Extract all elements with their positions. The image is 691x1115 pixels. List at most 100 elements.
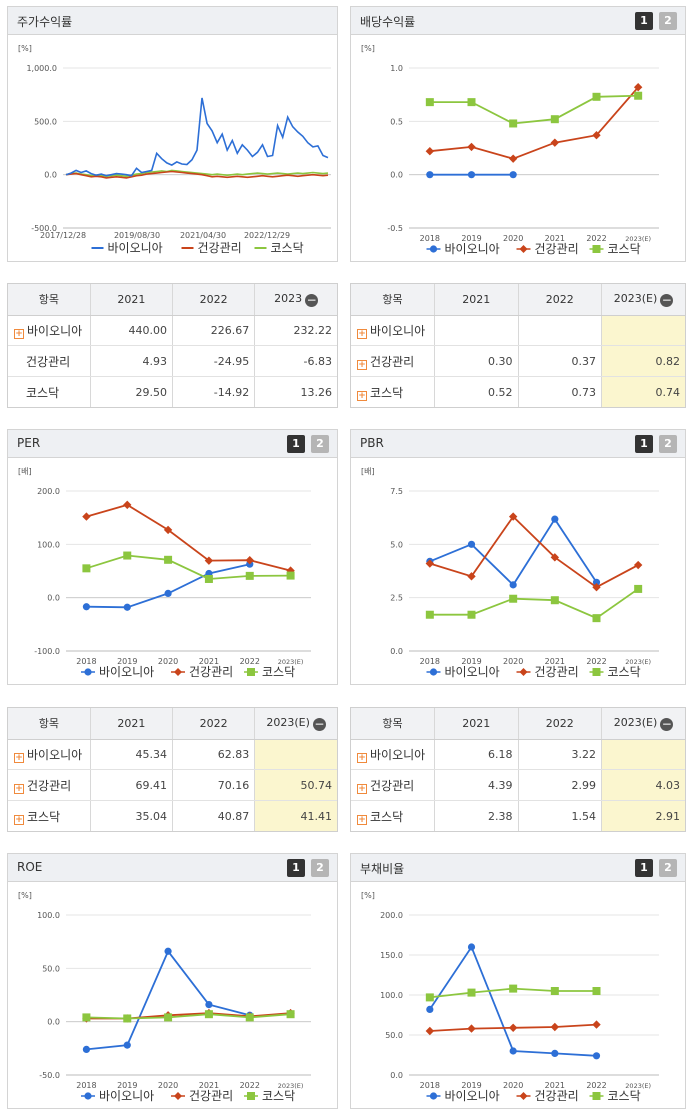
table-pbr: 항목 2021 2022 2023(E) − + 바이오니아 6.18 3.22 + 건강관리 4.3… [350, 707, 686, 832]
table-row: + 바이오니아 45.34 62.83 [8, 739, 337, 771]
y-tick-label: -500.0 [31, 224, 57, 233]
table-cell: 50.74 [254, 769, 337, 802]
series-line [65, 169, 329, 178]
series-line [429, 515, 639, 589]
data-point [164, 555, 173, 564]
x-tick-label: 2018 [76, 1081, 96, 1090]
table-cell: 1.54 [518, 800, 602, 831]
x-tick-label: 2020 [503, 657, 523, 666]
panel-title: PBR [360, 436, 384, 450]
legend-label: 건강관리 [535, 665, 579, 679]
tab-1[interactable]: 1 [635, 435, 653, 453]
data-point [286, 571, 295, 580]
data-point [550, 1022, 560, 1032]
tab-2[interactable]: 2 [659, 12, 677, 30]
table-header: 2021 [90, 708, 174, 740]
table-cell: 40.87 [172, 800, 256, 831]
expand-plus-icon[interactable]: + [14, 814, 24, 825]
expand-plus-icon[interactable]: + [357, 328, 367, 339]
expand-plus-icon[interactable]: + [357, 752, 367, 763]
expand-plus-icon[interactable]: + [357, 390, 367, 401]
expand-plus-icon[interactable]: + [14, 752, 24, 763]
x-tick-label: 2019 [461, 1081, 481, 1090]
roe-chart: [%] 100.0 50.0 0.0 -50.0 2018 2019 2020 2021 2022… [18, 891, 311, 1103]
collapse-minus-icon[interactable]: − [305, 292, 319, 307]
tab-2[interactable]: 2 [659, 435, 677, 453]
tab-1[interactable]: 1 [287, 859, 305, 877]
tab-2[interactable]: 2 [311, 859, 329, 877]
panel-title: 주가수익률 [17, 15, 73, 29]
data-point [467, 171, 476, 179]
y-tick-label: 200.0 [37, 487, 60, 496]
data-point [82, 603, 91, 611]
table-row: + 코스닥 0.52 0.73 0.74 [351, 376, 685, 407]
expand-plus-icon[interactable]: + [357, 783, 367, 794]
x-tick-label: 2017/12/28 [40, 231, 86, 240]
legend-item: 바이오니아 [426, 242, 500, 256]
data-point [204, 1010, 213, 1019]
data-point [426, 1005, 434, 1013]
data-point [123, 500, 132, 510]
table-cell: 62.83 [172, 739, 256, 771]
table-cell: 2.91 [601, 800, 685, 831]
series-line [86, 554, 291, 580]
data-point [592, 583, 601, 592]
x-tick-label: 2023(E) [278, 658, 304, 666]
data-point [550, 553, 560, 562]
table-cell: 3.22 [518, 739, 602, 771]
table-cell: 0.37 [518, 345, 602, 378]
table-cell: 69.41 [90, 769, 174, 802]
debt-chart: [%] 200.0 150.0 100.0 50.0 0.0 2018 2019 2020 202… [361, 891, 659, 1103]
tab-1[interactable]: 1 [287, 435, 305, 453]
x-tick-label: 2020 [503, 1081, 523, 1090]
table-cell: 226.67 [172, 315, 256, 347]
table-row: + 코스닥 2.38 1.54 2.91 [351, 800, 685, 831]
x-tick-label: 2023(E) [625, 1082, 651, 1090]
tab-1[interactable]: 1 [635, 12, 653, 30]
row-name: + 코스닥 [351, 800, 435, 831]
legend-marker [519, 245, 528, 253]
expand-plus-icon[interactable]: + [357, 359, 367, 370]
data-point [426, 171, 434, 179]
table-header: 2023(E) − [254, 708, 337, 740]
collapse-minus-icon[interactable]: − [660, 292, 674, 307]
table-cell: 6.18 [434, 739, 519, 771]
y-tick-label: 50.0 [385, 1031, 403, 1040]
data-point [509, 581, 517, 589]
tab-2[interactable]: 2 [311, 435, 329, 453]
y-tick-label: 500.0 [34, 117, 57, 126]
data-point [467, 540, 476, 548]
y-tick-label: 100.0 [380, 991, 403, 1000]
collapse-minus-icon[interactable]: − [660, 716, 674, 731]
data-point [123, 551, 132, 560]
unit-label: [%] [18, 891, 32, 900]
table-cell: 2.99 [518, 769, 602, 802]
data-point [425, 147, 435, 156]
collapse-minus-icon[interactable]: − [312, 716, 326, 731]
x-tick-label: 2022 [586, 1081, 606, 1090]
legend-marker [592, 1092, 601, 1100]
series-line [429, 94, 639, 125]
table-header: 2021 [434, 284, 519, 316]
x-tick-label: 2022/12/29 [244, 231, 290, 240]
x-tick-label: 2023(E) [278, 1082, 304, 1090]
table-row: + 바이오니아 440.00 226.67 232.22 [8, 315, 337, 347]
table-header: 2023(E) − [601, 708, 685, 740]
expand-plus-icon[interactable]: + [357, 814, 367, 825]
legend-label: 코스닥 [608, 665, 641, 679]
x-tick-label: 2019 [461, 657, 481, 666]
tab-2[interactable]: 2 [659, 859, 677, 877]
data-point [592, 1052, 601, 1060]
y-tick-label: 0.0 [47, 594, 60, 603]
data-point [592, 987, 601, 995]
x-tick-label: 2021 [199, 657, 219, 666]
y-tick-label: 100.0 [37, 911, 60, 920]
tab-1[interactable]: 1 [635, 859, 653, 877]
legend-marker [519, 1092, 528, 1100]
expand-plus-icon[interactable]: + [14, 328, 24, 339]
row-name: + 건강관리 [8, 769, 91, 802]
expand-plus-icon[interactable]: + [14, 783, 24, 794]
row-name: + 바이오니아 [351, 315, 435, 347]
x-tick-label: 2019 [117, 1081, 137, 1090]
